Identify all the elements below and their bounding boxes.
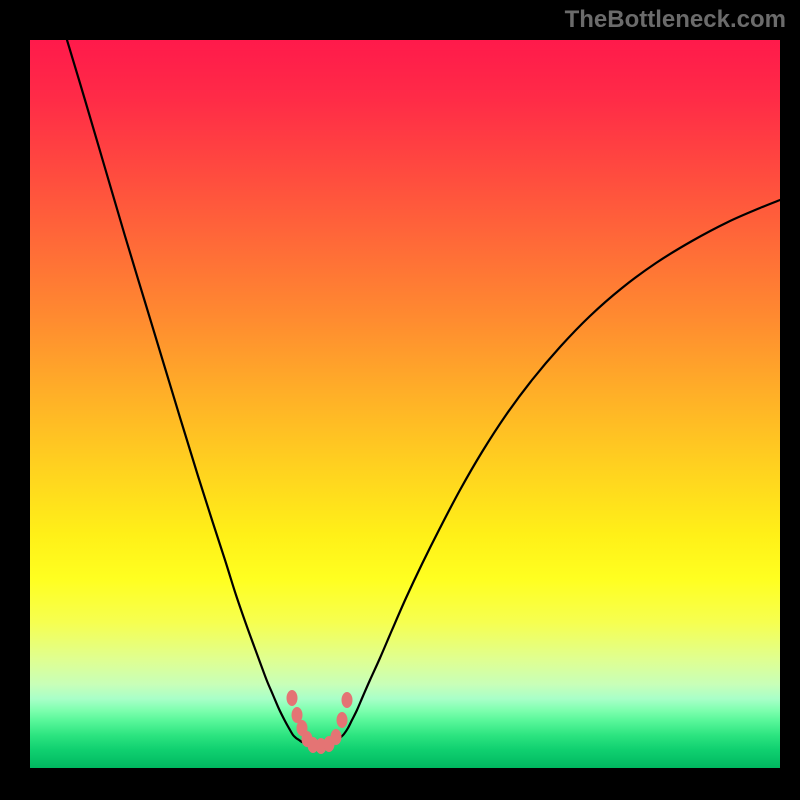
frame-bottom — [0, 768, 800, 800]
plot-area — [30, 40, 780, 768]
chart-marker — [331, 729, 342, 745]
chart-marker — [287, 690, 298, 706]
chart-marker — [342, 692, 353, 708]
frame-left — [0, 0, 30, 800]
chart-marker — [337, 712, 348, 728]
frame-right — [780, 0, 800, 800]
watermark-text: TheBottleneck.com — [565, 6, 786, 34]
chart-svg — [30, 40, 780, 768]
chart-background — [30, 40, 780, 768]
